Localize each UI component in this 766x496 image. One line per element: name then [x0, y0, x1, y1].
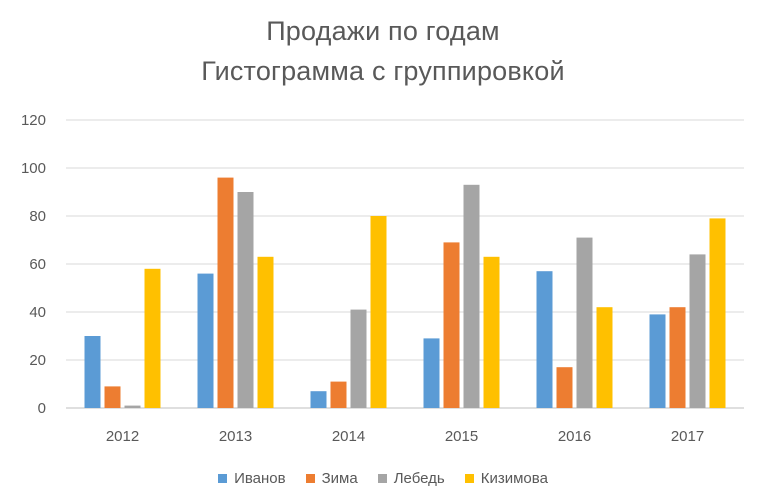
bar: [649, 314, 666, 408]
x-tick-label: 2014: [332, 428, 365, 445]
bar: [463, 184, 480, 408]
bar: [556, 367, 573, 408]
legend: Иванов Зима Лебедь Кизимова: [0, 470, 766, 487]
legend-label: Кизимова: [480, 470, 548, 487]
bar: [443, 242, 460, 408]
bar: [423, 338, 440, 408]
legend-item: Лебедь: [377, 470, 445, 487]
chart-subtitle: Гистограмма с группировкой: [201, 56, 565, 86]
bar: [330, 381, 347, 408]
y-tick-label: 100: [21, 160, 46, 177]
legend-item: Иванов: [218, 470, 286, 487]
bar: [350, 309, 367, 408]
bar: [669, 307, 686, 408]
x-tick-label: 2015: [445, 428, 478, 445]
bar: [237, 192, 254, 408]
legend-swatch: [464, 474, 474, 483]
bar: [709, 218, 726, 408]
x-tick-label: 2012: [106, 428, 139, 445]
legend-label: Иванов: [234, 470, 286, 487]
y-tick-label: 0: [38, 400, 46, 417]
bar: [536, 271, 553, 408]
x-tick-label: 2016: [558, 428, 591, 445]
bar: [84, 336, 101, 408]
legend-item: Кизимова: [464, 470, 548, 487]
bar: [310, 391, 327, 408]
bar: [689, 254, 706, 408]
y-tick-label: 20: [29, 352, 46, 369]
legend-label: Зима: [321, 470, 358, 487]
bar: [370, 216, 387, 408]
bar: [144, 268, 161, 408]
bar: [217, 177, 234, 408]
x-tick-label: 2017: [671, 428, 704, 445]
legend-swatch: [377, 474, 387, 483]
bar: [197, 273, 214, 408]
legend-item: Зима: [305, 470, 358, 487]
chart-title: Продажи по годам: [266, 16, 500, 46]
bar: [576, 237, 593, 408]
y-tick-label: 120: [21, 112, 46, 129]
x-tick-label: 2013: [219, 428, 252, 445]
legend-label: Лебедь: [393, 470, 445, 487]
bar: [104, 386, 121, 408]
bar: [124, 405, 141, 408]
bar: [596, 307, 613, 408]
y-tick-label: 40: [29, 304, 46, 321]
legend-swatch: [218, 474, 228, 483]
y-tick-label: 60: [29, 256, 46, 273]
bar: [257, 256, 274, 408]
legend-swatch: [305, 474, 315, 483]
y-tick-label: 80: [29, 208, 46, 225]
bar: [483, 256, 500, 408]
